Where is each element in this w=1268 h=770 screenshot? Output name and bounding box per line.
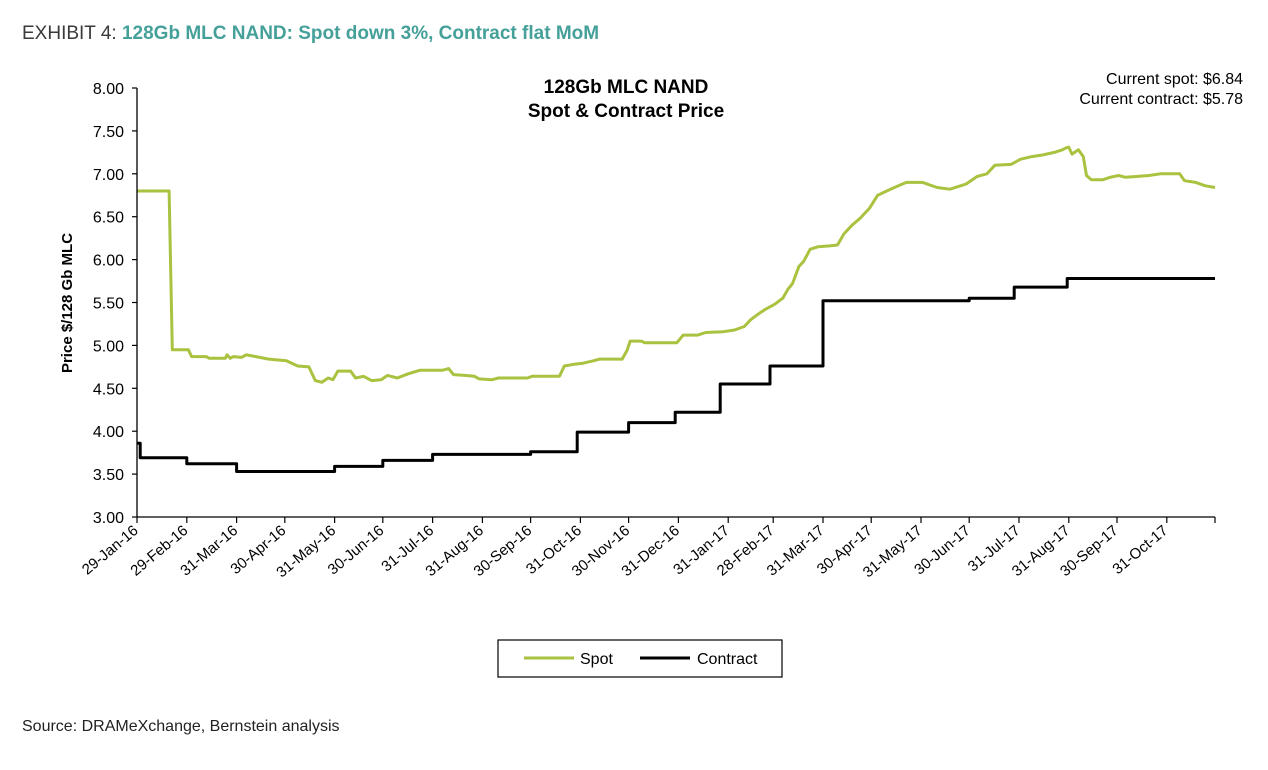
y-tick-label: 4.50 xyxy=(93,381,124,398)
y-tick-label: 8.00 xyxy=(93,81,124,98)
series-line-contract xyxy=(137,277,1215,473)
y-tick-label: 5.00 xyxy=(93,338,124,355)
y-tick-label: 6.50 xyxy=(93,210,124,227)
series-layer xyxy=(137,145,1216,473)
exhibit-number: EXHIBIT 4: xyxy=(22,23,117,44)
legend-label-spot: Spot xyxy=(580,651,613,668)
y-tick-label: 5.50 xyxy=(93,296,124,313)
exhibit-heading: EXHIBIT 4: 128Gb MLC NAND: Spot down 3%,… xyxy=(22,22,599,46)
tick-labels: 3.00 3.50 4.00 4.50 5.00 5.50 6.00 6.50 7.00 7.50… xyxy=(79,81,1171,581)
chart-subtitle: Spot & Contract Price xyxy=(528,101,724,122)
y-tick-label: 3.50 xyxy=(93,467,124,484)
y-tick-label: 7.50 xyxy=(93,124,124,141)
series-line-spot xyxy=(137,145,1216,384)
y-tick-label: 3.00 xyxy=(93,510,124,527)
y-axis-label: Price $/128 Gb MLC xyxy=(59,233,76,373)
legend-label-contract: Contract xyxy=(697,651,758,668)
x-tick-label: 31-Oct-17 xyxy=(1109,522,1171,578)
y-tick-label: 4.00 xyxy=(93,424,124,441)
source-note: Source: DRAMeXchange, Bernstein analysis xyxy=(22,718,340,735)
y-tick-label: 6.00 xyxy=(93,253,124,270)
y-tick-label: 7.00 xyxy=(93,167,124,184)
exhibit-headline: 128Gb MLC NAND: Spot down 3%, Contract f… xyxy=(121,23,600,44)
current-spot-annotation: Current spot: $6.84 xyxy=(1106,71,1243,88)
legend: Spot Contract xyxy=(497,639,783,678)
chart-title: 128Gb MLC NAND xyxy=(544,77,709,98)
current-contract-annotation: Current contract: $5.78 xyxy=(1079,91,1243,108)
axes-layer xyxy=(132,87,1216,523)
